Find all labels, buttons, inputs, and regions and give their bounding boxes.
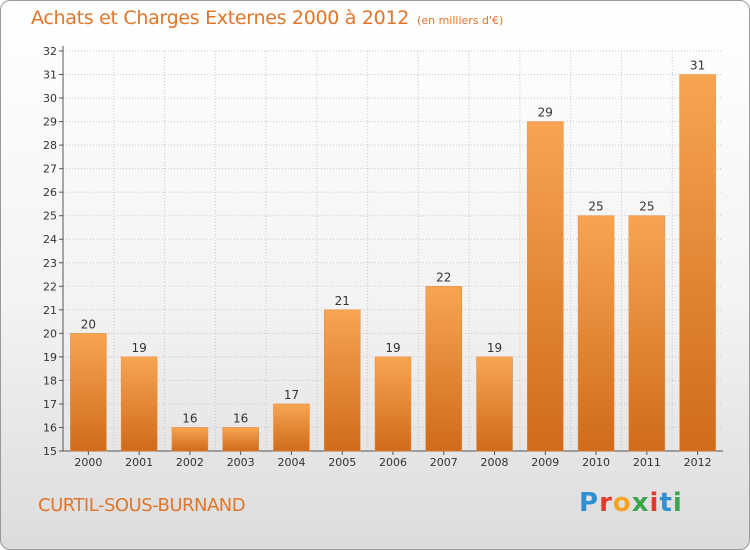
logo-letter: x — [631, 488, 650, 518]
y-tick-label: 16 — [43, 421, 57, 434]
x-tick-label-2008: 2008 — [481, 456, 509, 469]
y-tick-label: 23 — [43, 257, 57, 270]
logo-letter: i — [649, 488, 660, 518]
bar-2011 — [628, 215, 666, 452]
x-tick-label-2005: 2005 — [328, 456, 356, 469]
y-tick-label: 17 — [43, 398, 57, 411]
y-tick-label: 32 — [43, 45, 57, 58]
data-label-2009: 29 — [538, 106, 553, 120]
bar-2005 — [323, 309, 361, 452]
data-label-2011: 25 — [639, 200, 654, 214]
axes: 15 16 17 18 19 20 21 22 23 24 25 26 27 28 29 30 31 32 2000… — [43, 45, 723, 469]
bar-2008 — [476, 356, 513, 452]
logo-letter: i — [672, 488, 683, 518]
y-tick-label: 30 — [43, 92, 57, 105]
y-tick-label: 26 — [43, 186, 57, 199]
x-tick-label-2003: 2003 — [227, 456, 255, 469]
chart-title: Achats et Charges Externes 2000 à 2012 (e… — [31, 7, 503, 29]
x-tick-label-2001: 2001 — [125, 456, 153, 469]
y-tick-label: 29 — [43, 116, 57, 129]
chart-unit: (en milliers d'€) — [417, 14, 504, 27]
x-tick-label-2000: 2000 — [74, 456, 102, 469]
x-tick-label-2012: 2012 — [684, 456, 712, 469]
bar-2003 — [222, 427, 259, 452]
bar-2009 — [527, 121, 564, 452]
data-label-2010: 25 — [588, 200, 603, 214]
logo-letter: r — [599, 488, 613, 518]
bars — [70, 74, 716, 452]
data-label-2004: 17 — [284, 388, 299, 402]
x-tick-label-2004: 2004 — [277, 456, 305, 469]
y-tick-label: 22 — [43, 280, 57, 293]
data-label-2005: 21 — [335, 294, 350, 308]
y-tick-label: 28 — [43, 139, 57, 152]
y-tick-label: 21 — [43, 304, 57, 317]
data-labels: 20 19 16 16 17 21 19 22 19 29 25 25 31 — [81, 59, 706, 426]
logo-letter: o — [612, 488, 632, 518]
data-label-2006: 19 — [385, 341, 400, 355]
bar-2004 — [273, 403, 310, 452]
bar-2006 — [374, 356, 412, 452]
y-tick-label: 25 — [43, 210, 57, 223]
y-tick-label: 18 — [43, 374, 57, 387]
chart-title-text: Achats et Charges Externes 2000 à 2012 — [31, 7, 410, 29]
bar-2007 — [425, 286, 463, 452]
proxiti-logo: Proxiti — [579, 488, 683, 518]
data-label-2003: 16 — [233, 411, 248, 425]
x-tick-label-2002: 2002 — [176, 456, 204, 469]
y-tick-label: 15 — [43, 445, 57, 458]
logo-letter: t — [659, 488, 673, 518]
y-tick-label: 19 — [43, 351, 57, 364]
bar-2001 — [120, 356, 158, 452]
data-label-2002: 16 — [182, 411, 197, 425]
y-tick-label: 27 — [43, 163, 57, 176]
bar-2000 — [70, 333, 107, 452]
data-label-2012: 31 — [690, 59, 705, 73]
data-label-2001: 19 — [132, 341, 147, 355]
bar-2002 — [171, 427, 209, 452]
data-label-2007: 22 — [436, 270, 451, 284]
commune-name: CURTIL-SOUS-BURNAND — [38, 495, 246, 516]
data-label-2000: 20 — [81, 317, 96, 331]
y-tick-label: 24 — [43, 233, 57, 246]
y-tick-label: 20 — [43, 327, 57, 340]
bar-2010 — [577, 215, 615, 452]
logo-letter: P — [579, 488, 600, 518]
data-label-2008: 19 — [487, 341, 502, 355]
x-tick-label-2010: 2010 — [582, 456, 610, 469]
x-tick-label-2007: 2007 — [430, 456, 458, 469]
x-tick-label-2009: 2009 — [531, 456, 559, 469]
bar-2012 — [679, 74, 716, 452]
x-tick-label-2011: 2011 — [633, 456, 661, 469]
x-tick-label-2006: 2006 — [379, 456, 407, 469]
y-tick-label: 31 — [43, 69, 57, 82]
